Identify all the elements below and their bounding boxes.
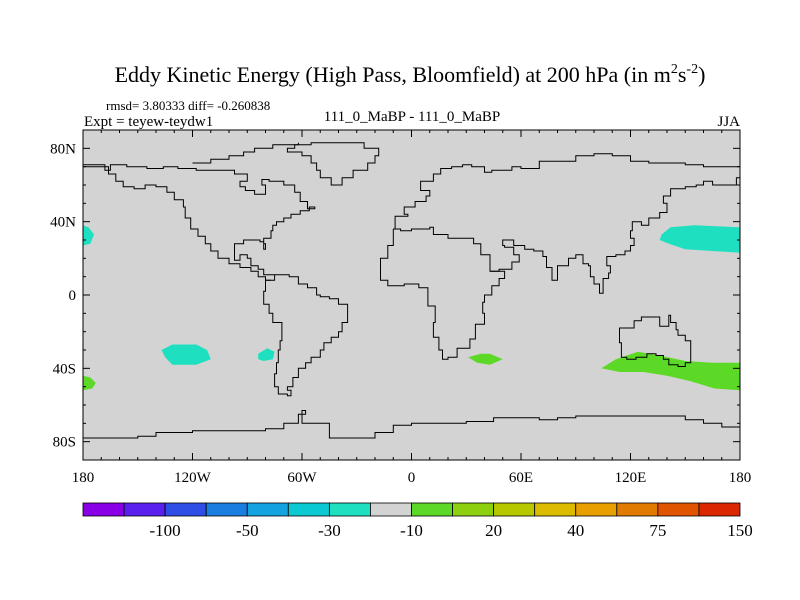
colorbar-swatch [575,502,618,517]
anomaly-s-atlantic [468,353,503,365]
colorbar-swatch [246,502,289,517]
coast-greenland [286,142,380,186]
colorbar-swatch [534,502,577,517]
colorbar-label: 40 [567,521,584,540]
y-tick-label: 40S [53,361,76,377]
difference-label: 111_0_MaBP - 111_0_MaBP [324,109,500,125]
colorbar-swatch [616,502,659,517]
x-tick-label: 60W [287,470,317,486]
y-tick-label: 40N [50,215,76,231]
coast-north-america [82,164,316,281]
x-tick-label: 120E [615,470,647,486]
colorbar-swatch [82,502,125,517]
y-tick-label: 80N [50,141,76,157]
colorbar-label: 150 [727,521,753,540]
colorbar-label: -50 [236,521,259,540]
anomaly-n-pacific-east [659,225,740,253]
anomaly-s-pacific-3 [83,375,96,391]
colorbar-swatch [287,502,330,517]
colorbar-label: 20 [485,521,502,540]
x-tick-label: 0 [408,470,416,486]
colorbar-swatch [164,502,207,517]
anomaly-s-pacific-1 [161,344,211,365]
colorbar-label: -10 [400,521,423,540]
colorbar-swatch [205,502,248,517]
anomaly-s-indian [601,351,740,391]
anomaly-regions [83,225,740,391]
colorbar-swatch [123,502,166,517]
colorbar-label: -30 [318,521,341,540]
colorbar-swatch [698,502,741,517]
y-axis: 80N 40N 0 40S 80S [50,141,740,451]
x-tick-label: 180 [72,470,95,486]
anomaly-s-pacific-2 [258,348,275,361]
x-tick-label: 120W [174,470,212,486]
colorbar-swatch [370,502,412,517]
coast-eurasia-south [380,226,506,360]
colorbar-swatch [328,502,371,517]
x-axis: 180 120W 60W 0 60E 120E 180 [72,130,752,486]
chart-title: Eddy Kinetic Energy (High Pass, Bloomfie… [115,62,706,87]
colorbar: -100 -50 -30 -10 20 40 75 150 [82,502,753,540]
coast-canadian-arctic [192,142,299,164]
x-tick-label: 180 [729,470,752,486]
colorbar-label: 75 [649,521,666,540]
plot-background [83,130,740,460]
stats-label: rmsd= 3.80333 diff= -0.260838 [106,98,270,113]
coast-eurasia-africa [393,153,741,230]
y-tick-label: 80S [53,435,76,451]
colorbar-swatch [452,502,495,517]
colorbar-swatch [411,502,453,517]
colorbar-label: -100 [150,521,181,540]
coast-south-america [263,274,349,397]
colorbar-swatch [657,502,700,517]
season-label: JJA [717,114,740,130]
colorbar-swatch [493,502,536,517]
coastlines [82,142,741,439]
map-plot: 180 120W 60W 0 60E 120E 180 80N 40N 0 40S 80S [50,129,752,486]
x-tick-label: 60E [509,470,533,486]
expt-label: Expt = teyew-teydw1 [84,114,213,130]
coast-antarctica [83,410,741,439]
y-tick-label: 0 [69,288,77,304]
coast-australia [619,314,692,367]
coast-asia-south [490,175,741,294]
